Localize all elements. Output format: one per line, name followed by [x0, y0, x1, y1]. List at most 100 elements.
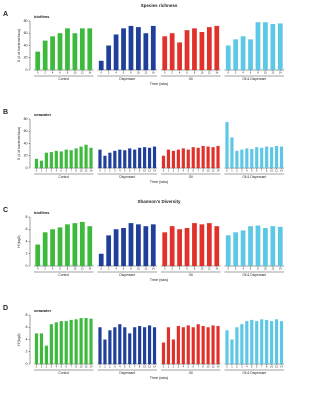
bar [240, 36, 246, 70]
bar [87, 28, 93, 71]
x-tick-label: 8 [75, 365, 77, 369]
x-tick-label: 6 [250, 267, 252, 271]
bar [103, 155, 107, 168]
bar [270, 226, 276, 266]
bar [265, 146, 269, 168]
group-label: Oil & Dispersant [242, 371, 266, 375]
group-label: Oil [189, 175, 193, 179]
bar [64, 321, 68, 364]
x-tick-label: 2 [44, 267, 46, 271]
y-tick-label: 0 [26, 166, 28, 170]
x-tick-label: 10 [143, 169, 146, 173]
x-tick-label: 1 [168, 365, 170, 369]
x-tick-label: 3 [114, 169, 116, 173]
bar [54, 322, 58, 364]
bar [225, 122, 229, 168]
x-axis-label: Time (wks) [150, 278, 169, 282]
bar [118, 324, 122, 364]
bar [39, 160, 44, 168]
x-tick-label: 10 [207, 365, 210, 369]
x-tick-label: 6 [129, 169, 131, 173]
bar [162, 36, 168, 70]
bar [98, 60, 104, 70]
bar [162, 232, 168, 266]
bar [263, 22, 268, 71]
bar [42, 40, 48, 70]
panel-letter: A [3, 11, 8, 18]
bar [277, 23, 283, 70]
x-tick-label: 14 [153, 169, 156, 173]
bar [248, 226, 253, 266]
bar [57, 33, 63, 70]
y-tick-label: 6 [26, 227, 28, 231]
x-tick-label: 14 [215, 71, 218, 75]
x-tick-label: 8 [202, 365, 204, 369]
bar [113, 327, 117, 364]
x-tick-label: 4 [246, 169, 248, 173]
bar [263, 228, 268, 266]
x-tick-label: 3 [241, 365, 243, 369]
group-label: Oil [189, 273, 193, 277]
x-tick-label: 7 [70, 169, 72, 173]
x-tick-label: 6 [193, 365, 195, 369]
y-axis-label: H'(log2) [17, 235, 21, 247]
group-label: Oil & Dispersant [242, 77, 266, 81]
x-tick-label: 10 [270, 365, 273, 369]
x-tick-label: 0 [37, 71, 39, 75]
x-tick-label: 4 [183, 365, 185, 369]
x-tick-label: 2 [46, 169, 48, 173]
bar [255, 147, 259, 168]
x-tick-label: 4 [115, 71, 117, 75]
bar [260, 147, 264, 168]
x-tick-label: 4 [56, 169, 58, 173]
bar [177, 42, 182, 70]
y-tick-label: 4 [26, 239, 28, 243]
x-tick-label: 7 [70, 365, 72, 369]
x-tick-label: 1 [231, 169, 233, 173]
bar [113, 34, 119, 70]
x-tick-label: 10 [264, 71, 267, 75]
bar [108, 152, 112, 168]
bar [44, 345, 48, 364]
x-tick-label: 0 [226, 169, 228, 173]
bar [277, 226, 283, 266]
bar [181, 327, 185, 364]
bar [89, 318, 93, 364]
x-tick-label: 12 [208, 71, 211, 75]
x-tick-label: 8 [257, 267, 259, 271]
bar [84, 318, 88, 364]
x-tick-label: 7 [197, 365, 199, 369]
bar [54, 150, 58, 168]
bar [177, 229, 182, 266]
x-tick-label: 10 [200, 71, 203, 75]
bar [59, 151, 63, 168]
x-tick-label: 2 [44, 71, 46, 75]
bar [274, 319, 279, 364]
bar [118, 149, 122, 168]
x-tick-label: 10 [73, 267, 76, 271]
x-tick-label: 10 [137, 267, 140, 271]
x-tick-label: 3 [241, 169, 243, 173]
bar [121, 228, 126, 266]
bar [87, 226, 93, 266]
x-tick-label: 0 [36, 365, 38, 369]
x-tick-label: 1 [104, 365, 106, 369]
bar [72, 223, 78, 266]
bar [128, 333, 132, 364]
x-tick-label: 5 [251, 169, 253, 173]
y-axis-label: H'(log2) [17, 333, 21, 345]
group-label: Dispersant [119, 273, 135, 277]
bar [214, 25, 220, 70]
x-tick-label: 4 [246, 365, 248, 369]
bar [169, 226, 175, 266]
x-tick-label: 3 [114, 365, 116, 369]
x-tick-label: 4 [52, 71, 54, 75]
x-tick-label: 6 [186, 71, 188, 75]
bar [233, 232, 239, 266]
bar [136, 224, 141, 266]
bar [206, 146, 210, 168]
bar [196, 147, 200, 168]
bar [65, 28, 70, 71]
x-tick-label: 12 [271, 71, 274, 75]
